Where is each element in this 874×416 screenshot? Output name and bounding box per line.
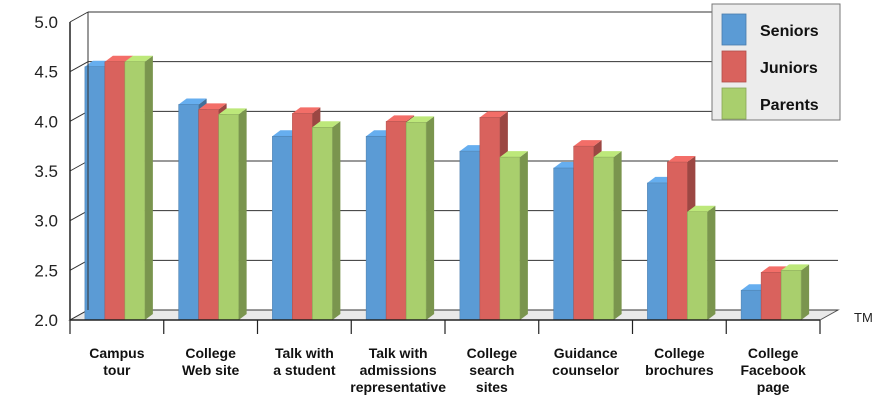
x-category-label: College Web site xyxy=(182,345,240,378)
y-tick-label: 4.5 xyxy=(34,63,58,82)
trademark-label: TM xyxy=(854,310,873,325)
legend-item: Juniors xyxy=(721,50,818,83)
bars xyxy=(84,55,810,321)
y-tick-label: 5.0 xyxy=(34,13,58,32)
legend-swatch xyxy=(721,13,747,46)
x-category-label: College brochures xyxy=(645,345,714,378)
legend-swatch xyxy=(721,87,747,120)
bar xyxy=(593,151,622,321)
legend: Seniors Juniors Parents xyxy=(711,3,841,121)
bar xyxy=(780,264,810,321)
gridline-side xyxy=(69,61,89,73)
y-tick-labels: 2.0 2.5 3.0 3.5 4.0 4.5 5.0 xyxy=(34,13,58,330)
bar xyxy=(218,108,247,321)
legend-swatch xyxy=(721,50,747,83)
bar xyxy=(312,121,341,321)
y-tick-label: 4.0 xyxy=(34,112,58,131)
gridline-side xyxy=(69,11,89,23)
legend-label: Seniors xyxy=(760,23,819,40)
x-category-label: Guidance counselor xyxy=(552,345,619,378)
bar xyxy=(687,205,716,321)
x-category-labels: Campus tour College Web site Talk with a stud… xyxy=(89,345,806,395)
x-category-label: Talk with admissions representative xyxy=(350,345,446,395)
bar xyxy=(124,55,153,321)
bar xyxy=(499,151,528,321)
y-tick-label: 3.0 xyxy=(34,212,58,231)
bar xyxy=(405,116,435,321)
legend-item: Parents xyxy=(721,87,819,120)
x-category-label: Campus tour xyxy=(89,345,144,378)
axes xyxy=(69,12,821,334)
x-category-label: College Facebook page xyxy=(740,345,806,395)
x-category-label: Talk with a student xyxy=(273,345,336,378)
x-category-label: College search sites xyxy=(467,345,518,395)
legend-item: Seniors xyxy=(721,13,819,46)
y-tick-label: 3.5 xyxy=(34,162,58,181)
legend-label: Parents xyxy=(760,97,819,114)
legend-label: Juniors xyxy=(760,60,818,77)
y-tick-label: 2.5 xyxy=(34,261,58,280)
y-tick-label: 2.0 xyxy=(34,311,58,330)
